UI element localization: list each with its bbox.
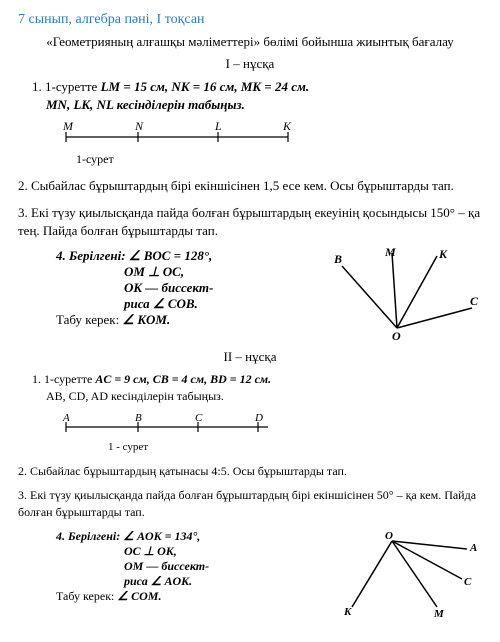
point-C: C bbox=[195, 413, 203, 424]
v1-problem-3: 3. Екі түзу қиылысқанда пайда болған бұр… bbox=[18, 204, 482, 240]
v1-figure-1: M N L K 1-сурет bbox=[58, 122, 482, 167]
v1-problem-4: 4. Берілгені: ∠ BOC = 128°, OM ⊥ OC, OK … bbox=[18, 248, 482, 343]
v2-problem-2: 2. Сыбайлас бұрыштардың қатынасы 4:5. Ос… bbox=[18, 463, 482, 480]
point-L: L bbox=[214, 122, 222, 133]
v1-problem-1: 1. 1-суретте LM = 15 см, NK = 16 см, MK … bbox=[18, 78, 482, 114]
given: 4. Берілгені: ∠ BOC = 128°, OM ⊥ OC, OK … bbox=[18, 248, 332, 328]
point-C: C bbox=[470, 294, 479, 308]
line3: OK — биссект- bbox=[56, 280, 213, 296]
line4: риса ∠ COB. bbox=[56, 296, 198, 312]
line1: 4. Берілгені: ∠ BOC = 128°, bbox=[56, 248, 212, 263]
line2: OM ⊥ OC, bbox=[56, 264, 184, 280]
point-K: K bbox=[438, 248, 448, 261]
equation: LM = 15 см, NK = 16 см, MK = 24 см. bbox=[101, 79, 310, 94]
given: 4. Берілгені: ∠ AOK = 134°, OC ⊥ OK, OM … bbox=[18, 529, 332, 604]
v2-problem-3: 3. Екі түзу қиылысқанда пайда болған бұр… bbox=[18, 487, 482, 521]
point-B: B bbox=[333, 252, 342, 266]
point-M: M bbox=[62, 122, 74, 133]
point-K: K bbox=[343, 606, 352, 618]
figure-caption: 1-сурет bbox=[58, 152, 482, 167]
page-title: «Геометрияның алғашқы мәліметтері» бөлім… bbox=[18, 34, 482, 50]
point-N: N bbox=[134, 122, 144, 133]
variant-2-label: II – нұсқа bbox=[18, 349, 482, 365]
point-K: K bbox=[282, 122, 292, 133]
point-M: M bbox=[384, 248, 396, 259]
v1-problem-2: 2. Сыбайлас бұрыштардың бірі екіншісінен… bbox=[18, 177, 482, 195]
text: 1. 1-суретте bbox=[32, 372, 95, 386]
v2-figure-1: A B C D 1 - сурет bbox=[58, 413, 482, 453]
v2-problem-1: 1. 1-суретте AC = 9 см, CB = 4 см, BD = … bbox=[18, 371, 482, 405]
line4: риса ∠ AOK. bbox=[56, 574, 192, 589]
line-abcd-diagram: A B C D bbox=[58, 413, 278, 441]
point-D: D bbox=[254, 413, 263, 424]
point-A: A bbox=[62, 413, 70, 424]
equation: AC = 9 см, CB = 4 см, BD = 12 см. bbox=[95, 372, 271, 386]
angle-diagram-2: O A C M K bbox=[332, 529, 482, 619]
point-O: O bbox=[392, 329, 401, 343]
variant-1-label: I – нұсқа bbox=[18, 56, 482, 72]
point-O: O bbox=[385, 530, 393, 542]
v2-problem-4: 4. Берілгені: ∠ AOK = 134°, OC ⊥ OK, OM … bbox=[18, 529, 482, 619]
line1: 4. Берілгені: ∠ AOK = 134°, bbox=[56, 529, 200, 543]
page-header: 7 сынып, алгебра пәні, I тоқсан bbox=[18, 12, 482, 28]
line-mnlk-diagram: M N L K bbox=[58, 122, 298, 152]
point-B: B bbox=[135, 413, 142, 424]
point-M: M bbox=[433, 608, 445, 619]
v2-figure-2: O A C M K bbox=[332, 529, 482, 619]
text: AB, CD, AD кесінділерін табыңыз. bbox=[32, 388, 224, 405]
figure-caption: 1 - сурет bbox=[58, 441, 482, 453]
find: Табу керек: ∠ KOM. bbox=[56, 312, 170, 327]
find: Табу керек: ∠ COM. bbox=[56, 589, 161, 603]
angle-diagram: B M K C O bbox=[332, 248, 482, 343]
line2: OC ⊥ OK, bbox=[56, 544, 177, 559]
text: MN, LK, NL кесінділерін табыңыз. bbox=[32, 96, 245, 114]
point-A: A bbox=[469, 542, 477, 554]
v1-figure-2: B M K C O bbox=[332, 248, 482, 343]
line3: OM — биссект- bbox=[56, 559, 209, 574]
text: 1. 1-суретте bbox=[32, 79, 101, 94]
point-C: C bbox=[464, 576, 472, 588]
